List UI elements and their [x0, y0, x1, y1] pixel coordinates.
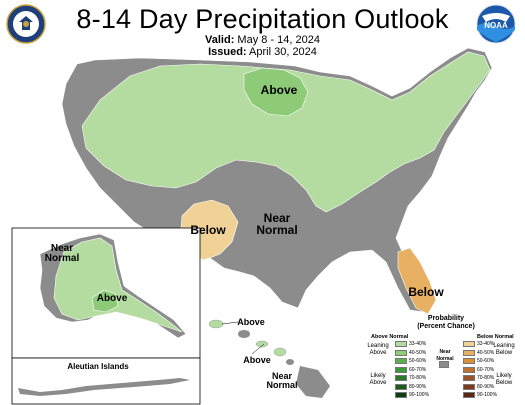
legend-leaning-above: Leaning Above [367, 343, 389, 356]
legend-near-swatch [439, 361, 449, 368]
legend-below-swatch-1 [463, 341, 475, 347]
legend-below-range-3: 50-60% [477, 358, 495, 364]
legend-above-swatch-7 [395, 392, 407, 398]
legend-above-swatch-2 [395, 349, 407, 356]
label-hawaii-near-normal: Near Normal [266, 371, 298, 390]
above-normal-region-core [243, 67, 309, 117]
legend-above-swatch-5 [395, 375, 407, 381]
legend-below-header: Below Normal [477, 334, 514, 340]
valid-label: Valid: [205, 34, 235, 46]
legend-below-swatch-6 [463, 383, 475, 390]
label-conus-above: Above [260, 83, 298, 97]
label-hawaii-above-1: Above [237, 317, 265, 327]
noaa-logo-icon: NOAA [476, 4, 516, 44]
legend-below-range-5: 70-80% [477, 375, 495, 381]
legend-above-range-2: 40-50% [409, 349, 427, 356]
svg-text:NOAA: NOAA [484, 21, 508, 30]
legend-below-range-4: 60-70% [477, 366, 495, 373]
label-florida-below: Below [408, 285, 444, 299]
hawaii-leader-1 [221, 321, 239, 325]
legend-title: Probability (Percent Chance) [417, 315, 475, 330]
legend-below-range-7: 90-100% [477, 392, 498, 398]
legend-below-range-2: 40-50% [477, 349, 495, 356]
commerce-seal-icon [6, 4, 46, 44]
legend-above-swatch-6 [395, 383, 407, 390]
valid-line: Valid: May 8 - 14, 2024 [0, 34, 525, 46]
hawaii-leader-2 [251, 343, 265, 355]
legend-above-header: Above Normal [371, 334, 409, 340]
alaska-above-core [91, 289, 119, 313]
below-normal-region-florida [397, 247, 437, 315]
legend-above-range-5: 70-80% [409, 375, 427, 381]
legend-above-swatch-1 [395, 341, 407, 347]
label-alaska-near-normal: Near Normal [44, 243, 80, 264]
issued-line: Issued: April 30, 2024 [0, 46, 525, 58]
legend-above-range-7: 90-100% [409, 392, 430, 398]
label-aleutian-islands: Aleutian Islands [67, 362, 129, 371]
legend: Probability (Percent Chance) Above Norma… [367, 313, 525, 405]
above-normal-region-north [81, 51, 491, 213]
legend-likely-below: Likely Below [495, 373, 513, 386]
legend-below-range-6: 80-90% [477, 383, 495, 390]
page-title: 8-14 Day Precipitation Outlook [76, 4, 449, 34]
label-hawaii-above-2: Above [243, 355, 271, 365]
legend-below-swatch-7 [463, 392, 475, 398]
label-conus-near-normal: Near Normal [256, 211, 298, 237]
legend-above-range-3: 50-60% [409, 358, 427, 364]
legend-below-range-1: 33-40% [477, 341, 495, 347]
legend-below-swatch-3 [463, 358, 475, 364]
legend-below-swatch-4 [463, 366, 475, 373]
legend-below-swatch-2 [463, 349, 475, 356]
legend-above-swatch-4 [395, 366, 407, 373]
issued-value: April 30, 2024 [249, 46, 317, 58]
aleutian-islands [18, 378, 190, 396]
legend-above-range-6: 80-90% [409, 383, 427, 390]
legend-leaning-below: Leaning Below [493, 343, 515, 356]
issued-label: Issued: [208, 46, 247, 58]
legend-above-swatch-3 [395, 358, 407, 364]
valid-value: May 8 - 14, 2024 [237, 34, 320, 46]
legend-likely-above: Likely Above [369, 373, 387, 386]
alaska-above-region [53, 237, 183, 333]
hawaii-islands [208, 319, 330, 398]
label-alaska-above: Above [96, 293, 128, 304]
label-conus-below-sw: Below [190, 223, 226, 237]
legend-above-range-1: 33-40% [409, 341, 427, 347]
legend-near-label: Near Normal [436, 349, 454, 362]
legend-above-range-4: 60-70% [409, 366, 427, 373]
legend-below-swatch-5 [463, 375, 475, 381]
